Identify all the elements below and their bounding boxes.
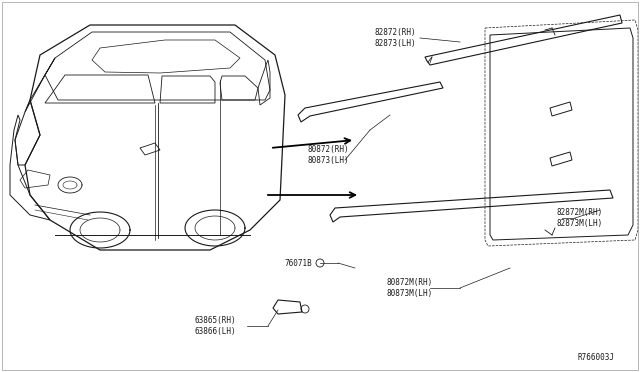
Text: 63865(RH)
63866(LH): 63865(RH) 63866(LH) (194, 316, 236, 336)
Text: 82872(RH)
82873(LH): 82872(RH) 82873(LH) (374, 28, 416, 48)
Text: 80872(RH)
80873(LH): 80872(RH) 80873(LH) (307, 145, 349, 165)
Text: 82872M(RH)
82873M(LH): 82872M(RH) 82873M(LH) (557, 208, 603, 228)
Text: 76071B: 76071B (284, 259, 312, 267)
Text: R766003J: R766003J (578, 353, 615, 362)
Text: 80872M(RH)
80873M(LH): 80872M(RH) 80873M(LH) (387, 278, 433, 298)
